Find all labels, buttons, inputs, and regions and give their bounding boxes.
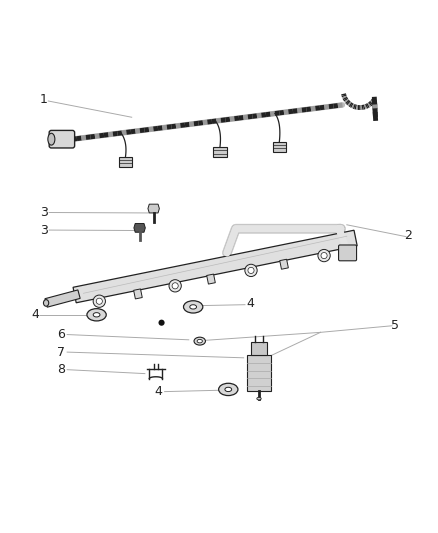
Bar <box>246 354 271 391</box>
FancyBboxPatch shape <box>49 131 74 148</box>
Text: 3: 3 <box>40 206 48 219</box>
Text: 1: 1 <box>40 93 48 106</box>
Ellipse shape <box>48 133 55 145</box>
Text: 4: 4 <box>31 308 39 321</box>
Ellipse shape <box>256 397 261 400</box>
Ellipse shape <box>93 313 100 317</box>
Text: 5: 5 <box>390 319 398 332</box>
Circle shape <box>158 320 164 326</box>
Text: 6: 6 <box>57 328 65 341</box>
Polygon shape <box>73 230 357 303</box>
Text: 4: 4 <box>154 385 162 398</box>
Circle shape <box>317 249 329 262</box>
Text: 4: 4 <box>246 297 254 310</box>
Ellipse shape <box>189 305 196 309</box>
Bar <box>119 157 132 167</box>
Circle shape <box>169 280 181 292</box>
Text: 3: 3 <box>40 223 48 237</box>
Bar <box>206 274 215 284</box>
Circle shape <box>96 298 102 304</box>
Bar <box>272 142 285 152</box>
Ellipse shape <box>43 300 49 306</box>
Ellipse shape <box>224 387 231 392</box>
Ellipse shape <box>87 309 106 321</box>
Text: 7: 7 <box>57 345 65 359</box>
Circle shape <box>93 295 105 308</box>
Bar <box>279 259 288 269</box>
Bar <box>213 148 226 157</box>
Polygon shape <box>45 290 80 307</box>
Ellipse shape <box>194 337 205 345</box>
Circle shape <box>172 282 178 289</box>
Polygon shape <box>148 204 159 213</box>
Polygon shape <box>134 223 145 232</box>
Bar <box>251 342 266 354</box>
Ellipse shape <box>197 340 202 343</box>
Circle shape <box>320 253 326 259</box>
Text: 2: 2 <box>403 229 411 243</box>
Ellipse shape <box>183 301 202 313</box>
FancyBboxPatch shape <box>338 245 356 261</box>
Bar <box>133 289 142 299</box>
Ellipse shape <box>218 383 237 395</box>
Circle shape <box>247 268 254 273</box>
Text: 8: 8 <box>57 363 65 376</box>
Circle shape <box>244 264 257 277</box>
